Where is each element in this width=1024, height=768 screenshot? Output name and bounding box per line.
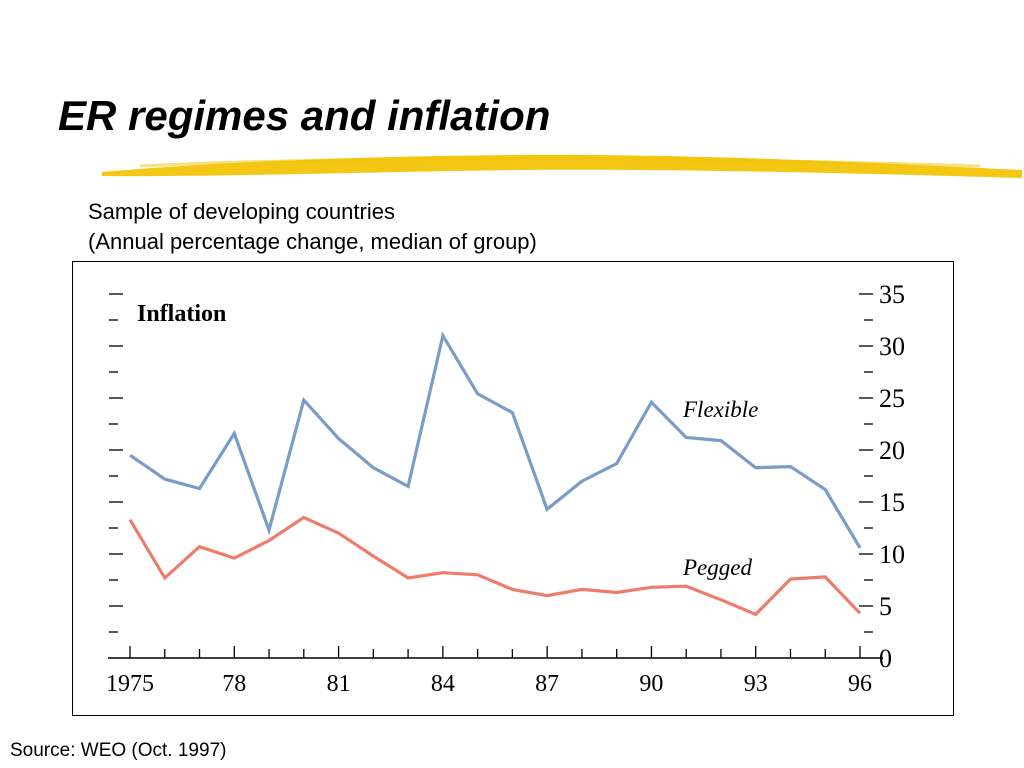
x-tick-label: 1975 <box>106 671 154 697</box>
x-tick-label: 93 <box>744 671 768 697</box>
x-tick-label: 87 <box>535 671 559 697</box>
chart-subtitle: Sample of developing countries (Annual p… <box>88 197 537 257</box>
chart-axes: 1975 78 81 84 87 90 93 96 0 5 10 15 20 25 30 35 <box>106 280 905 697</box>
y-tick-label: 35 <box>879 280 905 309</box>
x-tick-label: 90 <box>639 671 663 697</box>
source-note: Source: WEO (Oct. 1997) <box>10 740 227 761</box>
subtitle-line-1: Sample of developing countries <box>88 199 395 224</box>
highlighter-underline <box>102 154 1022 178</box>
series-label-pegged: Pegged <box>682 555 752 580</box>
series-line-flexible <box>129 331 862 549</box>
chart-title: Inflation <box>137 301 226 327</box>
chart-series: Flexible Pegged <box>128 331 862 617</box>
y-tick-label: 30 <box>879 332 905 361</box>
y-tick-label: 15 <box>879 488 905 517</box>
y-tick-label: 0 <box>879 644 892 673</box>
x-tick-label: 81 <box>327 671 351 697</box>
x-tick-label: 84 <box>431 671 455 697</box>
y-tick-label: 10 <box>879 540 905 569</box>
y-tick-label: 20 <box>879 436 905 465</box>
slide-title: ER regimes and inflation <box>58 92 551 139</box>
inflation-chart: Inflation 1975 78 81 84 87 90 93 96 0 5 10 15 20 25 30… <box>106 280 905 697</box>
y-tick-label: 25 <box>879 384 905 413</box>
x-tick-label: 96 <box>848 671 872 697</box>
chart-frame: Inflation 1975 78 81 84 87 90 93 96 0 5 10 15 20 25 30… <box>72 261 954 716</box>
y-tick-label: 5 <box>879 592 892 621</box>
series-line-pegged <box>128 515 862 617</box>
subtitle-line-2: (Annual percentage change, median of gro… <box>88 229 537 254</box>
series-label-flexible: Flexible <box>682 397 758 422</box>
x-tick-label: 78 <box>222 671 246 697</box>
